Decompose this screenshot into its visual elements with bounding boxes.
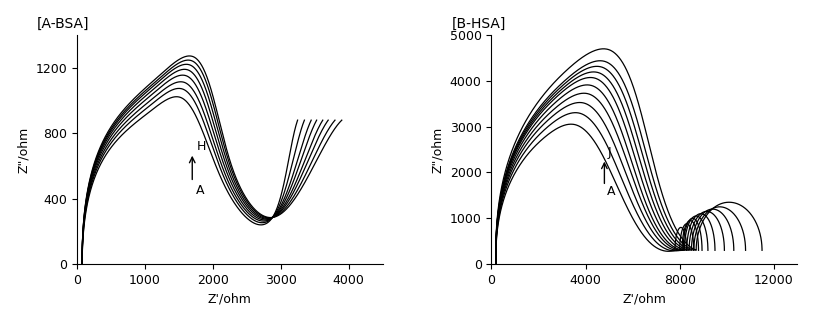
X-axis label: Z'/ohm: Z'/ohm [208,292,252,305]
X-axis label: Z'/ohm: Z'/ohm [623,292,667,305]
Text: J: J [607,147,610,159]
Text: A: A [196,184,205,197]
Y-axis label: Z"/ohm: Z"/ohm [16,127,29,173]
Text: [A-BSA]: [A-BSA] [37,17,90,31]
Text: H: H [196,139,206,153]
Text: [B-HSA]: [B-HSA] [452,17,506,31]
Text: A: A [607,185,615,198]
Y-axis label: Z"/ohm: Z"/ohm [431,127,444,173]
